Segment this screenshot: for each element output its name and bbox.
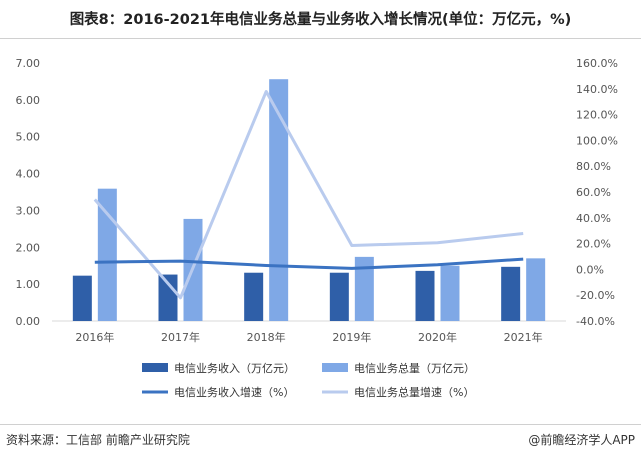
volume-bar [97, 188, 117, 321]
revenue-bar [501, 266, 521, 321]
revenue-bar [415, 270, 435, 321]
left-tick-label: 7.00 [16, 57, 41, 70]
volume-bar [526, 258, 546, 321]
left-tick-label: 0.00 [16, 315, 41, 328]
volume-bar [354, 256, 374, 321]
volume-growth-line [93, 90, 524, 300]
revenue-bar [158, 274, 178, 321]
chart-title: 图表8：2016-2021年电信业务总量与业务收入增长情况(单位：万亿元，%) [69, 12, 572, 28]
legend-swatch-bar [142, 363, 168, 372]
legend-label: 电信业务收入（万亿元） [174, 361, 295, 375]
x-tick-label: 2021年 [504, 330, 543, 344]
right-tick-label: 60.0% [576, 186, 611, 199]
brand-credit: @前瞻经济学人APP [528, 433, 635, 447]
x-axis-labels: 2016年 2017年 2018年 2019年 2020年 2021年 [75, 330, 542, 344]
left-axis-labels: 0.00 1.00 2.00 3.00 4.00 5.00 6.00 7.00 [16, 57, 41, 328]
left-tick-label: 5.00 [16, 131, 41, 144]
x-tick-label: 2019年 [332, 330, 371, 344]
x-tick-label: 2016年 [75, 330, 114, 344]
x-tick-label: 2018年 [247, 330, 286, 344]
right-tick-label: 80.0% [576, 160, 611, 173]
left-tick-label: 2.00 [16, 241, 41, 254]
footer-divider [0, 424, 641, 425]
right-tick-label: 40.0% [576, 212, 611, 225]
volume-bar [269, 79, 289, 322]
right-tick-label: 0.0% [576, 263, 604, 276]
revenue-growth-line [94, 257, 524, 270]
legend-label: 电信业务总量增速（%） [354, 385, 474, 399]
bars-group [72, 79, 546, 322]
revenue-bar [72, 275, 92, 321]
volume-bar [440, 265, 460, 321]
right-tick-label: -40.0% [576, 315, 615, 328]
lines-group [93, 90, 524, 300]
left-tick-label: 1.00 [16, 278, 41, 291]
right-tick-label: 140.0% [576, 83, 618, 96]
left-tick-label: 4.00 [16, 168, 41, 181]
left-tick-label: 6.00 [16, 94, 41, 107]
left-tick-label: 3.00 [16, 204, 41, 217]
x-tick-label: 2017年 [161, 330, 200, 344]
revenue-bar [244, 272, 264, 321]
right-tick-label: 100.0% [576, 134, 618, 147]
legend: 电信业务收入（万亿元） 电信业务总量（万亿元） 电信业务收入增速（%） 电信业务总量增… [142, 361, 475, 399]
right-tick-label: 120.0% [576, 109, 618, 122]
right-tick-label: 20.0% [576, 238, 611, 251]
right-tick-label: 160.0% [576, 57, 618, 70]
legend-label: 电信业务收入增速（%） [174, 385, 294, 399]
legend-swatch-bar [322, 363, 348, 372]
title-divider [0, 38, 641, 39]
right-axis-labels: -40.0% -20.0% 0.0% 20.0% 40.0% 60.0% 80.0% 100.… [576, 57, 618, 328]
source-note: 资料来源：工信部 前瞻产业研究院 [6, 433, 190, 447]
right-tick-label: -20.0% [576, 289, 615, 302]
x-tick-label: 2020年 [418, 330, 457, 344]
revenue-bar [329, 272, 349, 321]
legend-label: 电信业务总量（万亿元） [354, 361, 475, 375]
